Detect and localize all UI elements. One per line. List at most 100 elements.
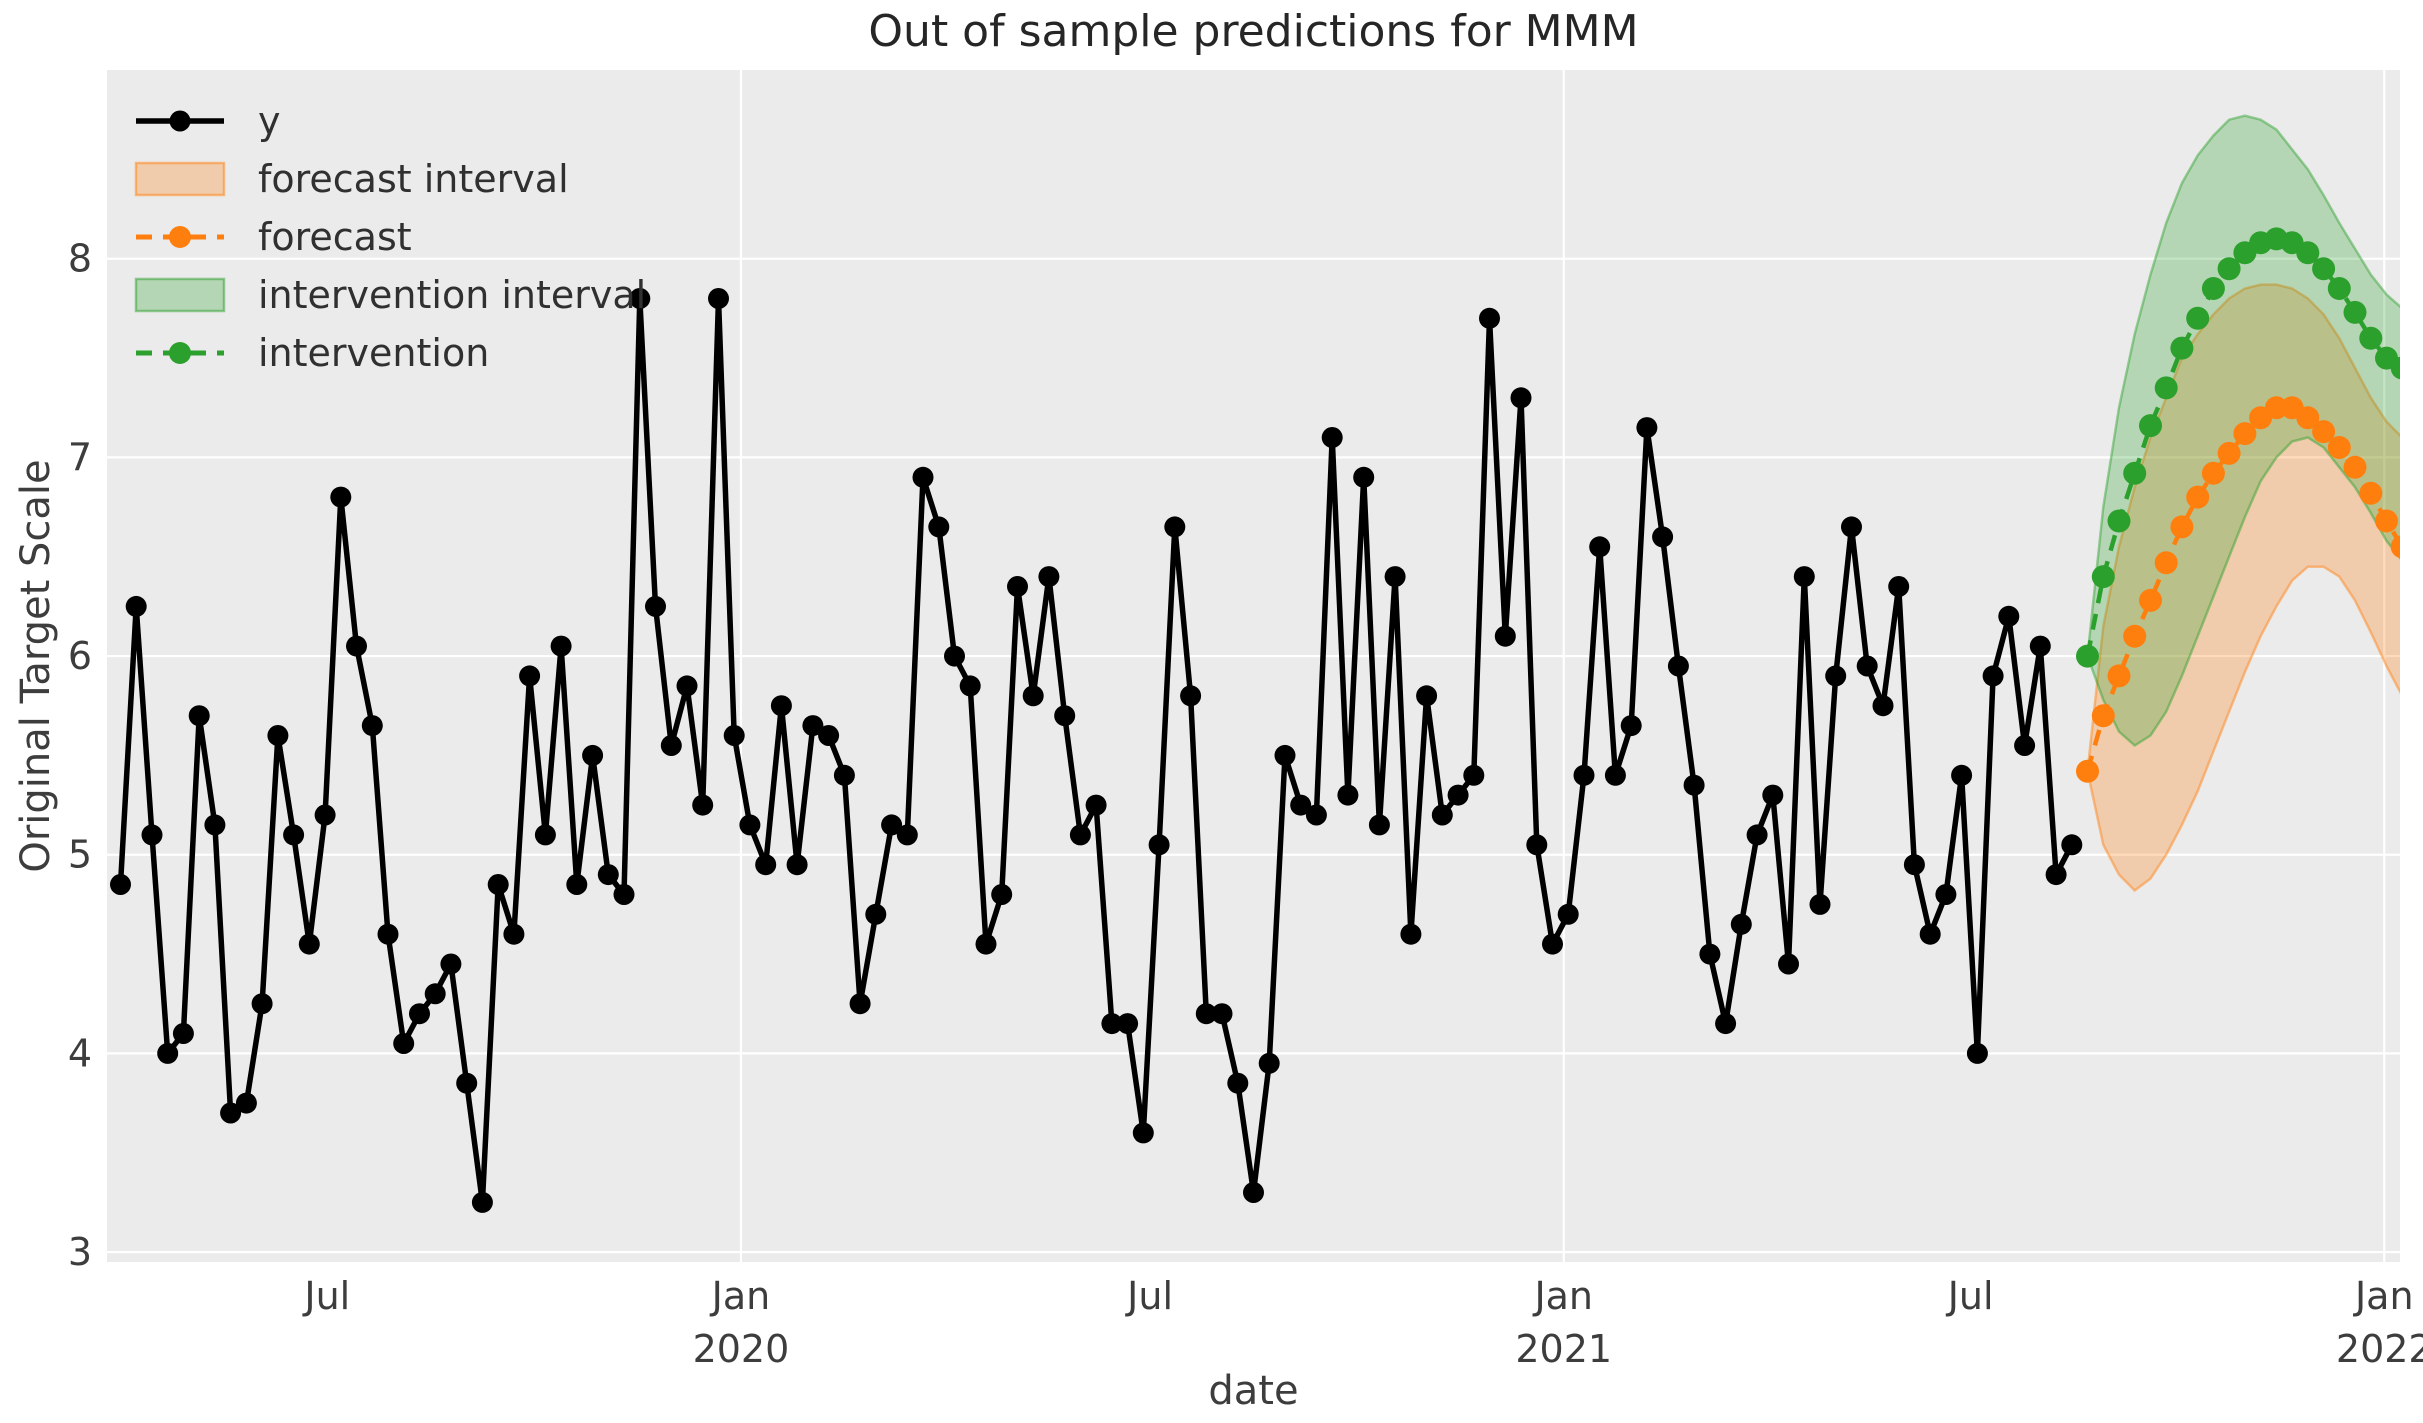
y-point [739, 814, 761, 836]
x-tick-year-label: 2021 [1515, 1327, 1612, 1371]
orange-band-swatch [134, 161, 226, 197]
y-tick-label: 5 [68, 833, 92, 877]
forecast-point [2327, 436, 2351, 459]
y-point [1903, 854, 1925, 876]
forecast-point [2076, 759, 2099, 783]
forecast-point [2201, 461, 2225, 485]
x-tick-year-label: 2022 [2336, 1327, 2423, 1371]
y-point [1542, 933, 1563, 955]
y-point [1825, 665, 1847, 687]
x-tick-year-label: 2020 [693, 1327, 790, 1371]
y-point [1793, 566, 1815, 588]
y-point [1274, 744, 1296, 766]
y-point [1069, 824, 1091, 846]
y-point [1305, 804, 1327, 826]
y-point [613, 884, 635, 905]
y-point [802, 715, 824, 737]
y-point [1778, 953, 1799, 975]
orange-dashed-dot-swatch [136, 226, 224, 248]
forecast-series [2076, 396, 2400, 783]
legend-label: intervention [258, 331, 490, 375]
y-axis-label: Original Target Scale [13, 459, 59, 873]
forecast-point [2154, 551, 2178, 575]
y-point [645, 595, 666, 617]
forecast-point [2091, 704, 2115, 728]
legend-label: forecast interval [258, 157, 569, 201]
legend: y forecast interval forecast interventio… [132, 92, 646, 382]
intervention-point [2170, 336, 2194, 360]
chart-title: Out of sample predictions for MMM [868, 6, 1639, 57]
forecast-point [2233, 422, 2257, 446]
intervention-point [2201, 277, 2225, 300]
legend-label: y [258, 99, 281, 143]
x-tick-label: Jul [302, 1274, 350, 1318]
series-layer [110, 114, 2400, 1213]
intervention-point [2390, 356, 2400, 380]
y-point [1227, 1072, 1249, 1094]
y-point [1715, 1013, 1737, 1035]
forecast-point [2170, 515, 2194, 539]
y-point [141, 824, 163, 846]
intervention-point [2312, 257, 2336, 281]
y-point [692, 794, 714, 816]
y-point [110, 874, 131, 895]
y-point [770, 695, 792, 717]
forecast-point [2217, 441, 2241, 465]
x-tick-label: Jan [710, 1274, 771, 1318]
y-point [1699, 943, 1721, 965]
y-point [1258, 1052, 1280, 1074]
y-point [1951, 764, 1973, 786]
y-point [1982, 665, 2004, 687]
y-point [1841, 516, 1862, 538]
forecast-point [2296, 406, 2320, 430]
y-point [833, 764, 855, 786]
x-tick-label: Jan [1532, 1274, 1593, 1318]
y-point [220, 1102, 242, 1124]
y-point [1038, 566, 1060, 588]
y-point [346, 635, 367, 657]
y-point [1117, 1013, 1139, 1035]
y-point [975, 933, 997, 955]
y-point [786, 854, 808, 876]
forecast-point [2343, 455, 2367, 479]
y-point [471, 1191, 493, 1213]
y-point [1557, 903, 1579, 925]
intervention-point [2076, 644, 2099, 668]
y-point [519, 665, 541, 687]
y-point [1935, 884, 1957, 905]
y-point [1195, 1003, 1217, 1025]
y-tick-label: 4 [68, 1031, 92, 1075]
y-point [629, 288, 651, 309]
y-point [1998, 605, 2020, 627]
legend-item-y: y [132, 92, 646, 150]
intervention-series [2076, 227, 2400, 668]
y-point [409, 1003, 430, 1025]
y-point [1604, 764, 1626, 786]
y-point [487, 874, 509, 895]
y-tick-label: 3 [68, 1230, 92, 1274]
y-point [1243, 1182, 1264, 1203]
forecast-point [2139, 588, 2162, 612]
x-tick-label: Jul [1946, 1274, 1994, 1318]
y-point [1400, 923, 1422, 945]
legend-label: forecast [258, 215, 412, 259]
y-point [1132, 1122, 1154, 1144]
y-point [251, 993, 273, 1015]
y-point [566, 874, 588, 895]
y-point [660, 735, 682, 756]
y-point [708, 288, 729, 309]
y-point [1652, 526, 1674, 548]
y-point [1526, 834, 1548, 856]
y-point [283, 824, 305, 846]
y-point [1211, 1003, 1233, 1025]
black-line-dot-swatch [136, 110, 224, 132]
y-point [597, 864, 619, 886]
y-point [393, 1033, 415, 1054]
y-point [534, 824, 556, 846]
y-point [1589, 536, 1611, 558]
y-point [881, 814, 903, 836]
forecast-point [2359, 481, 2383, 505]
y-point [330, 486, 352, 508]
y-point [1085, 794, 1107, 816]
